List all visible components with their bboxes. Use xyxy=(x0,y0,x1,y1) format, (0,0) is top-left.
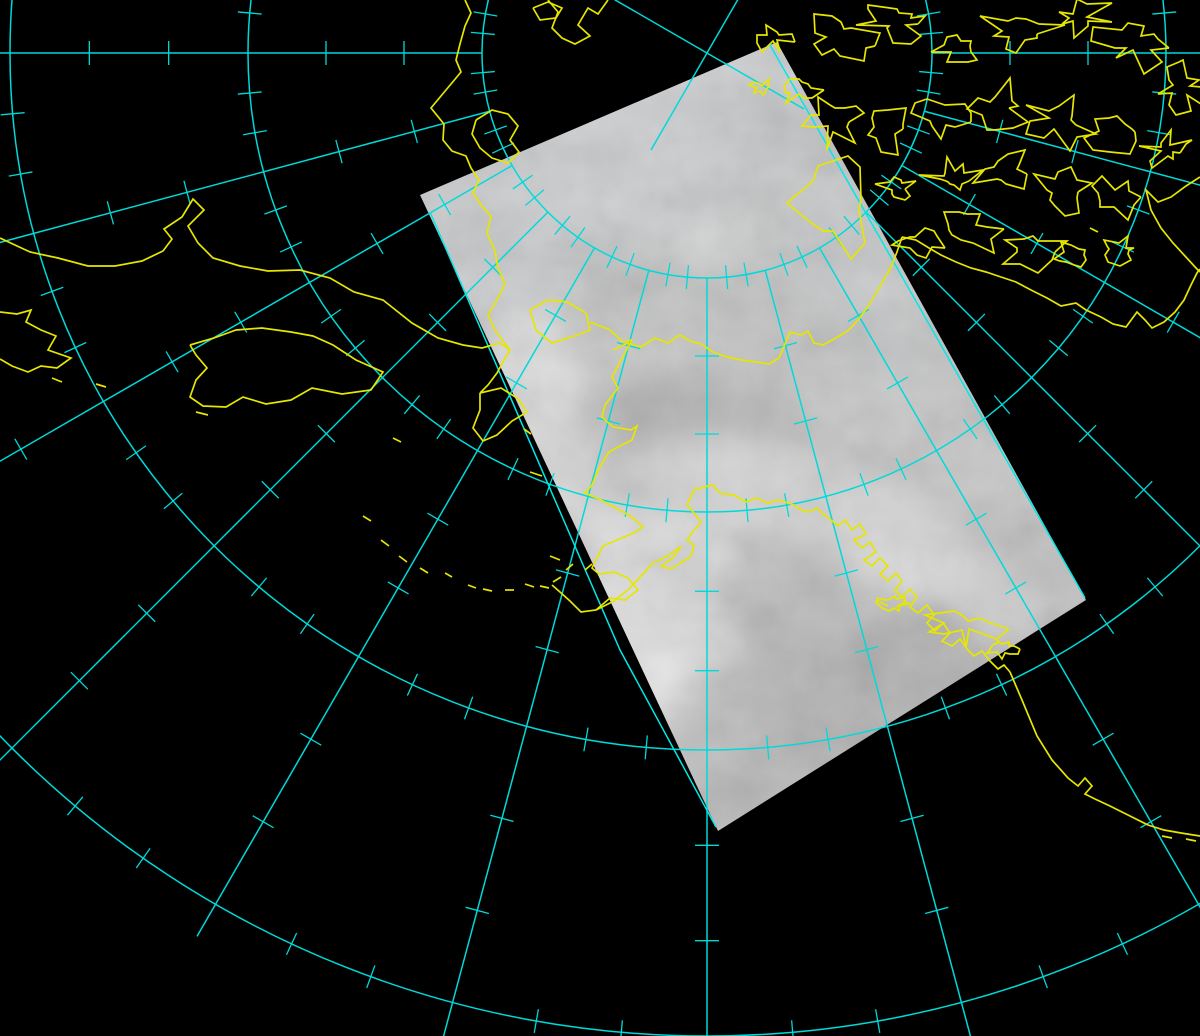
island xyxy=(970,148,1028,191)
coast-chukotka-islands xyxy=(471,109,521,164)
island-dash xyxy=(895,600,907,608)
swath-edge-line xyxy=(769,44,1086,599)
coast-canada-inlet xyxy=(1144,176,1200,273)
coast-bristol-alaska-peninsula xyxy=(595,484,832,611)
island xyxy=(1102,233,1135,267)
island xyxy=(1024,93,1099,153)
coast-seward-link xyxy=(589,321,633,343)
island xyxy=(984,637,1021,661)
polar-meridian-cross xyxy=(650,0,739,151)
coast-south-coast-mountains xyxy=(830,518,1011,673)
island-dash xyxy=(523,428,532,435)
island-dash xyxy=(392,437,402,443)
island-dash xyxy=(1089,227,1099,233)
island-dash xyxy=(482,588,493,592)
island-dash xyxy=(444,572,453,578)
island-dash xyxy=(467,584,477,589)
island-dash xyxy=(419,567,429,574)
satellite-swath xyxy=(420,42,1086,831)
island xyxy=(866,107,908,157)
island xyxy=(1157,58,1200,116)
island xyxy=(855,4,928,45)
meridian-line xyxy=(0,164,513,463)
swath-outline xyxy=(429,44,1086,828)
island xyxy=(942,211,1005,255)
island xyxy=(979,15,1066,55)
island xyxy=(800,95,866,151)
island xyxy=(1082,115,1137,155)
island xyxy=(785,155,866,261)
island xyxy=(812,13,882,63)
meridian-line xyxy=(901,164,1200,339)
island xyxy=(1031,165,1095,217)
coastlines xyxy=(0,0,1200,842)
island xyxy=(756,23,796,54)
coast-canada-mainland-coast xyxy=(901,236,1200,330)
island xyxy=(965,75,1030,131)
coast-chukotka-tip xyxy=(472,387,529,443)
island xyxy=(930,34,979,63)
coast-seward-peninsula xyxy=(529,299,591,344)
island-dash xyxy=(524,583,535,588)
island-dash xyxy=(875,599,889,607)
island-dash xyxy=(529,471,543,477)
island-dash xyxy=(195,411,209,416)
island xyxy=(874,175,917,201)
island xyxy=(909,98,972,141)
island-dash xyxy=(1161,835,1173,839)
island xyxy=(747,76,771,97)
island-dash xyxy=(584,563,593,571)
coast-north-slope-coast xyxy=(612,236,903,365)
coast-se-panhandle xyxy=(1009,671,1200,837)
island xyxy=(1058,0,1113,40)
island xyxy=(783,78,825,106)
meridian-line xyxy=(0,110,490,244)
island xyxy=(1052,240,1087,268)
swath-edge-line xyxy=(429,211,717,828)
island-dash xyxy=(565,563,574,571)
coast-top-center-coast xyxy=(547,0,609,45)
coast-siberia-arctic-coast xyxy=(0,197,512,394)
coast-chukotka-east-coast xyxy=(429,0,511,351)
island xyxy=(918,154,987,192)
island xyxy=(889,227,946,260)
island-dash xyxy=(95,383,107,388)
island-dash xyxy=(539,585,550,589)
island-dash xyxy=(380,539,390,547)
island xyxy=(1138,127,1193,170)
coast-top-islands xyxy=(532,1,564,21)
island-dash xyxy=(51,377,63,383)
island-dash xyxy=(552,576,562,583)
island xyxy=(1090,22,1170,76)
island-dash xyxy=(1185,838,1197,842)
island xyxy=(921,610,1010,648)
island-dash xyxy=(549,555,561,561)
coast-chukotka-south xyxy=(188,327,385,408)
meridian-line xyxy=(865,211,1200,548)
meridian-line xyxy=(196,247,596,937)
island-dash xyxy=(398,555,408,563)
island xyxy=(1090,174,1142,222)
coast-wrangel-island xyxy=(0,308,73,373)
island xyxy=(1000,235,1070,275)
meridian-line xyxy=(924,110,1200,186)
island-dash xyxy=(362,515,372,522)
